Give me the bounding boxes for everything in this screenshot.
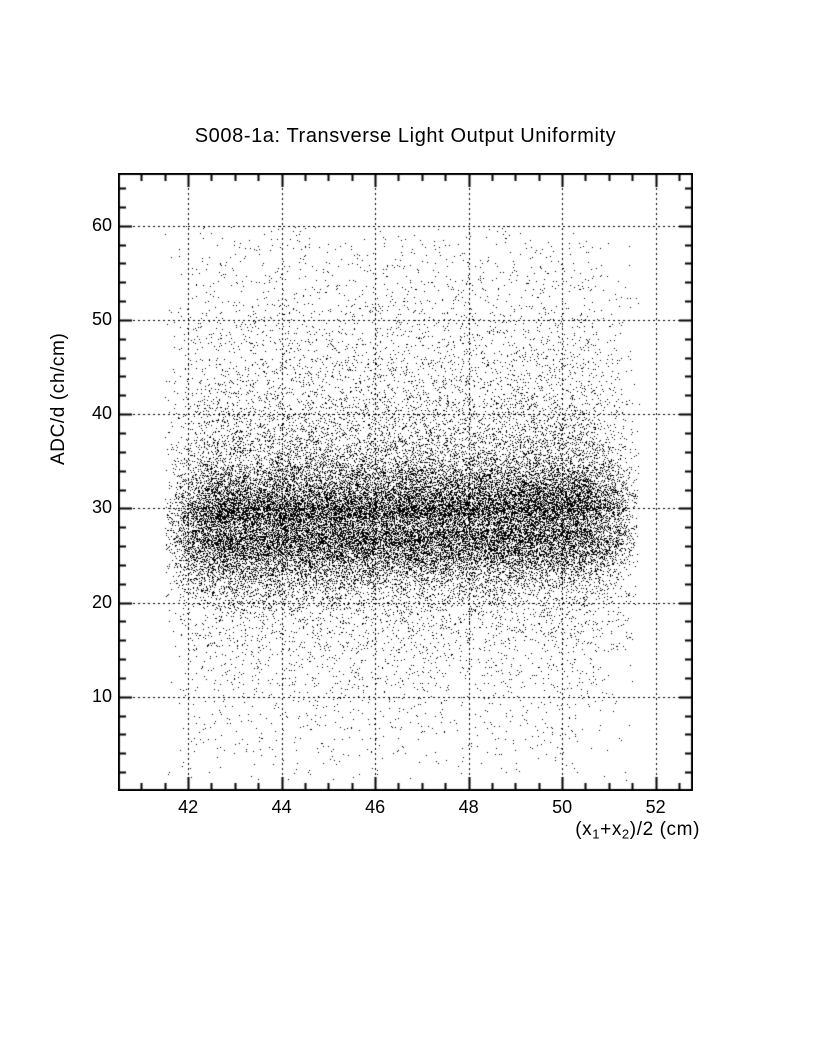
x-tick-label-52: 52	[645, 797, 666, 817]
x-axis-title-subscript: 2	[621, 826, 630, 842]
x-axis-title: (x1+x2)/2 (cm)	[390, 819, 700, 841]
x-tick-label-44: 44	[271, 797, 292, 817]
x-axis-title-subscript: 1	[592, 826, 601, 842]
x-axis-title-text: +x	[600, 819, 622, 840]
x-tick-label-46: 46	[365, 797, 386, 817]
x-tick-label-48: 48	[458, 797, 479, 817]
plot-title: S008-1a: Transverse Light Output Uniform…	[194, 125, 617, 147]
scatter-plot-canvas	[118, 173, 693, 791]
y-axis-title: ADC/d (ch/cm)	[48, 332, 69, 465]
x-axis-title-text: (x	[575, 819, 593, 840]
y-tick-label-40: 40	[91, 403, 112, 424]
x-tick-label-50: 50	[552, 797, 573, 817]
y-tick-label-60: 60	[91, 214, 112, 235]
y-tick-label-30: 30	[91, 497, 112, 518]
x-axis-title-text: )/2 (cm)	[629, 819, 700, 840]
x-tick-label-42: 42	[178, 797, 199, 817]
y-tick-label-20: 20	[91, 591, 112, 612]
y-tick-label-10: 10	[91, 685, 112, 706]
y-tick-label-50: 50	[91, 308, 112, 329]
